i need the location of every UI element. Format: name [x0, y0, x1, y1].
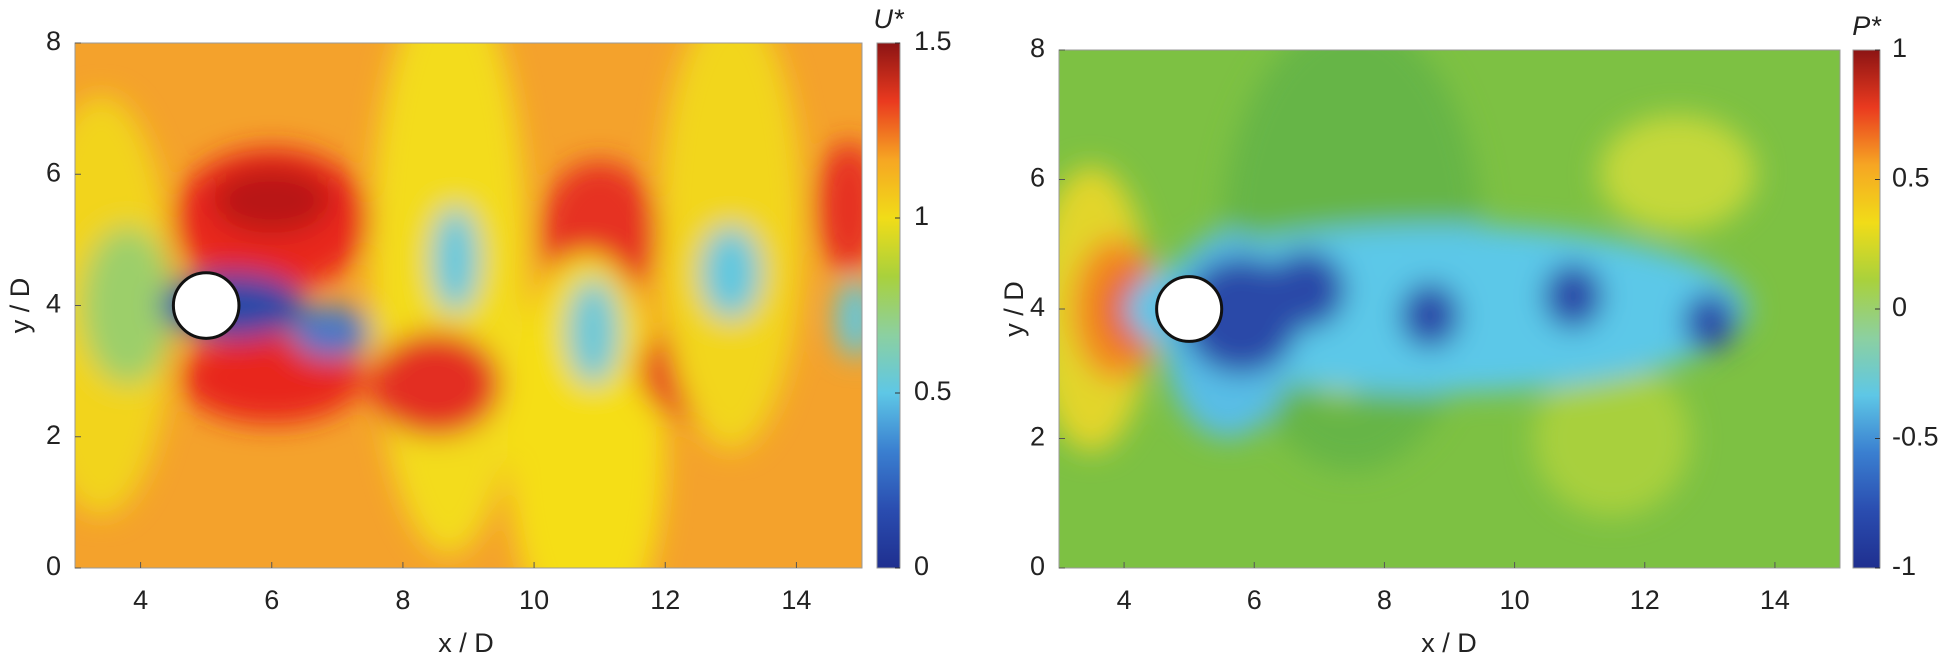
- x-tick-label: 8: [395, 585, 410, 615]
- field-region: [370, 331, 502, 437]
- x-tick-label: 4: [133, 585, 148, 615]
- cylinder: [171, 271, 241, 340]
- colorbar: [876, 42, 901, 569]
- field-region: [1267, 250, 1346, 329]
- colorbar-tick-label: 1.5: [914, 26, 952, 56]
- y-axis-label: y / D: [5, 278, 35, 334]
- field-blobs: [1059, 50, 1756, 517]
- field-region: [507, 253, 666, 568]
- colorbar-tick-label: 0: [914, 551, 929, 581]
- x-tick-label: 4: [1117, 585, 1132, 615]
- y-tick-label: 8: [1030, 33, 1045, 63]
- field-region: [1683, 292, 1736, 352]
- colorbar-title: P*: [1852, 11, 1882, 41]
- y-tick-label: 6: [1030, 163, 1045, 193]
- field-region: [291, 305, 371, 358]
- y-axis-label: y / D: [999, 281, 1029, 337]
- colorbar-tick-label: 0.5: [1892, 163, 1930, 193]
- x-tick-label: 8: [1377, 585, 1392, 615]
- y-tick-label: 8: [46, 26, 61, 56]
- field-region: [81, 226, 174, 385]
- field-region: [1599, 114, 1756, 232]
- field-region: [1543, 263, 1603, 329]
- x-tick-label: 10: [1500, 585, 1530, 615]
- field-region: [816, 141, 862, 273]
- colorbar-tick-label: -0.5: [1892, 422, 1939, 452]
- contour-field: [75, 43, 862, 568]
- y-tick-label: 0: [46, 551, 61, 581]
- x-axis-label: x / D: [1421, 628, 1477, 658]
- y-tick-label: 4: [46, 289, 61, 319]
- colorbar-tick-label: -1: [1892, 551, 1916, 581]
- y-tick-label: 2: [46, 420, 61, 450]
- contour-field: [1059, 50, 1840, 568]
- field-region: [432, 207, 479, 313]
- cylinder: [1155, 275, 1224, 343]
- colorbar-title: U*: [873, 4, 904, 34]
- x-tick-label: 14: [1760, 585, 1790, 615]
- x-tick-label: 10: [519, 585, 549, 615]
- y-tick-label: 0: [1030, 551, 1045, 581]
- field-region: [835, 279, 862, 358]
- x-tick-label: 12: [650, 585, 680, 615]
- field-region: [1400, 283, 1460, 348]
- colorbar-tick-label: 0.5: [914, 376, 952, 406]
- x-tick-label: 12: [1630, 585, 1660, 615]
- y-tick-label: 2: [1030, 422, 1045, 452]
- field-blobs: [75, 43, 862, 568]
- field-region: [566, 279, 620, 385]
- field-region: [701, 226, 761, 319]
- field-region: [212, 167, 331, 234]
- field-region: [1534, 360, 1691, 517]
- x-tick-label: 6: [264, 585, 279, 615]
- y-tick-label: 6: [46, 157, 61, 187]
- y-tick-label: 4: [1030, 292, 1045, 322]
- colorbar-tick-label: 1: [1892, 33, 1907, 63]
- x-tick-label: 14: [781, 585, 811, 615]
- colorbar-tick-label: 0: [1892, 292, 1907, 322]
- colorbar-tick-label: 1: [914, 201, 929, 231]
- x-axis-label: x / D: [438, 628, 494, 658]
- x-tick-label: 6: [1247, 585, 1262, 615]
